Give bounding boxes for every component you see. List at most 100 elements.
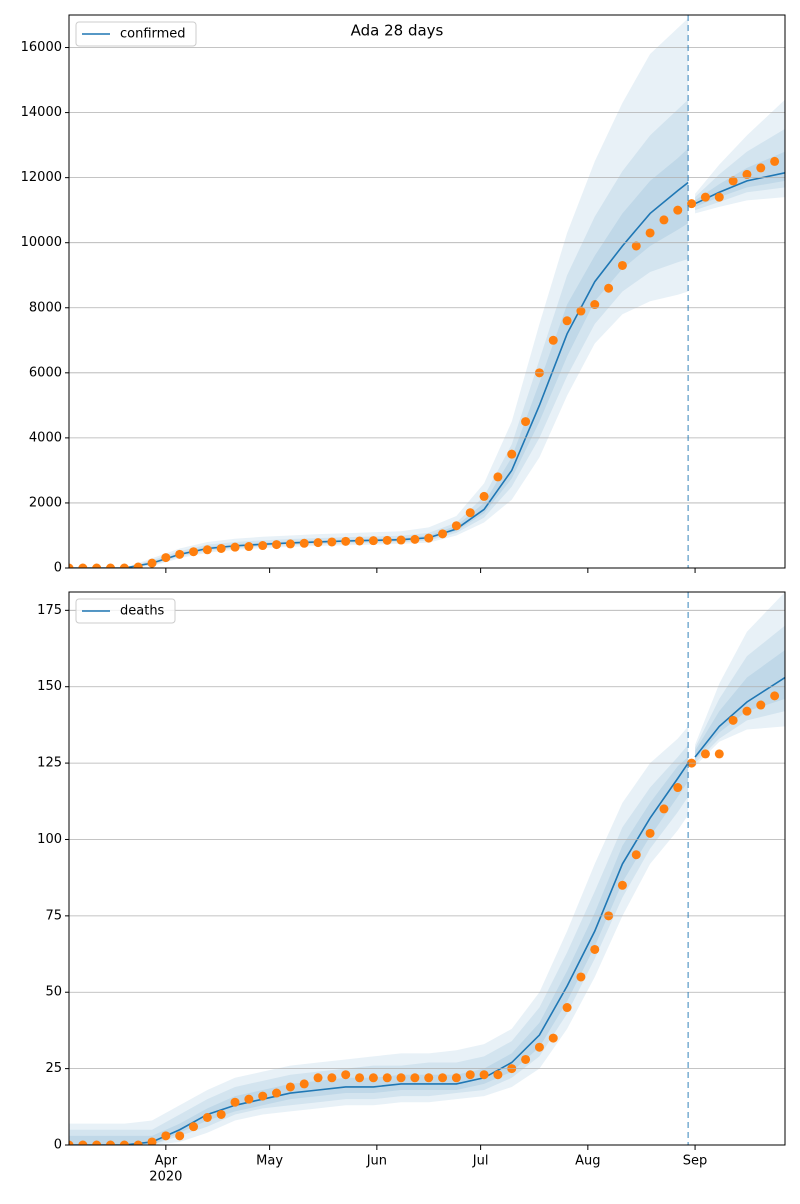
x-tick-label: May [256,1154,283,1169]
observed-point [119,1140,129,1145]
observed-point [244,1094,254,1104]
observed-point [521,417,531,427]
observed-point [590,300,600,310]
observed-point [631,850,641,860]
confidence-band [695,128,785,211]
observed-point [645,828,655,838]
observed-point [742,706,752,716]
observed-point [78,563,88,568]
x-year-label: 2020 [149,1170,182,1185]
observed-point [562,1003,572,1013]
observed-point [396,1073,406,1083]
observed-point [285,1082,295,1092]
observed-point [327,1073,337,1083]
observed-point [645,228,655,238]
observed-point [479,491,489,501]
observed-point [687,199,697,209]
legend-box [75,598,176,624]
observed-point [230,1097,240,1107]
y-tick-label: 6000 [29,365,62,380]
y-tick-label: 2000 [29,495,62,510]
observed-point [230,542,240,552]
observed-point [728,715,738,725]
axes-frame [68,591,786,1146]
observed-point [147,558,157,568]
confidence-band [695,650,785,761]
observed-point [202,1113,212,1123]
observed-point [576,306,586,316]
confidence-band [69,756,689,1145]
observed-point [258,1091,268,1101]
y-tick-label: 125 [37,756,62,771]
observed-point [493,1070,503,1080]
x-tick-label: Aug [575,1154,600,1169]
observed-point [368,536,378,546]
observed-point [355,536,365,546]
observed-point [410,534,420,544]
observed-point [147,1137,157,1145]
y-tick-label: 12000 [21,170,62,185]
observed-point [673,205,683,215]
observed-point [285,539,295,549]
plot-area [69,18,785,568]
x-tick-label: Apr [155,1154,178,1169]
plot-area [69,592,785,1145]
observed-point [202,545,212,555]
series-line [69,676,785,1145]
observed-point [106,1140,116,1145]
observed-point [534,1042,544,1052]
legend: deaths [75,598,176,624]
y-tick-label: 50 [45,985,62,1000]
observed-point [161,1131,171,1141]
observed-point [341,1070,351,1080]
observed-point [770,691,780,701]
observed-point [714,749,724,759]
y-tick-label: 100 [37,832,62,847]
legend: confirmed [75,21,197,47]
chart-title: Ada 28 days [351,22,444,40]
observed-point [382,535,392,545]
observed-point [133,1140,143,1145]
observed-point [69,1140,74,1145]
axes-frame [68,14,786,569]
legend-box [75,21,197,47]
observed-point [756,163,766,173]
x-tick-label: Jul [472,1154,489,1169]
observed-point [673,783,683,793]
legend-label: deaths [120,604,165,619]
observed-point [479,1070,489,1080]
observed-point [368,1073,378,1083]
y-tick-label: 0 [54,1138,62,1153]
observed-point [438,1073,448,1083]
y-tick-label: 150 [37,679,62,694]
y-tick-label: 0 [54,561,62,576]
x-tick-label: Sep [683,1154,708,1169]
confidence-band [69,99,689,568]
observed-point [742,169,752,179]
observed-point [590,944,600,954]
observed-point [327,537,337,547]
observed-point [258,541,268,551]
y-tick-label: 8000 [29,300,62,315]
observed-point [548,1033,558,1043]
observed-point [69,563,74,568]
observed-point [119,563,129,568]
observed-point [507,449,517,459]
observed-point [659,215,669,225]
observed-point [728,176,738,186]
observed-point [493,472,503,482]
observed-point [299,1079,309,1089]
observed-point [631,241,641,251]
observed-point [451,521,461,531]
y-tick-label: 10000 [21,235,62,250]
legend-label: confirmed [120,27,186,42]
observed-point [424,1073,434,1083]
observed-point [216,543,226,553]
observed-point [604,283,614,293]
observed-point [216,1109,226,1119]
observed-point [78,1140,88,1145]
observed-point [756,700,766,710]
observed-point [659,804,669,814]
observed-point [465,508,475,518]
observed-point [161,553,171,563]
